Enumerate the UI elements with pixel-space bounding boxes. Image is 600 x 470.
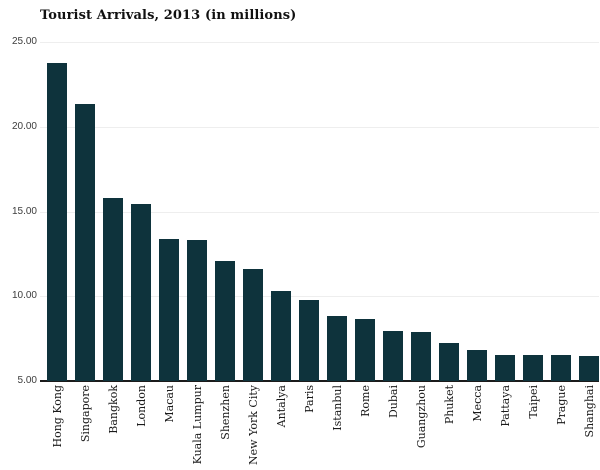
x-tick-label-istanbul: Istanbul [330,385,344,431]
plot-area [40,42,599,382]
x-tick-label-mecca: Mecca [470,385,484,422]
x-axis: Hong Kong Singapore Bangkok London Macau Kual… [40,385,599,470]
x-tick-label-shenzhen: Shenzhen [218,385,232,440]
bar-bangkok [103,197,123,381]
bar-new-york-city [243,268,263,381]
bar-guangzhou [411,332,431,381]
x-tick-label-antalya: Antalya [274,385,288,428]
x-tick-label-phuket: Phuket [442,385,456,425]
gridline-25 [40,42,599,43]
gridline-20 [40,126,599,128]
bar-pattaya [495,354,515,381]
bar-macau [159,239,179,381]
x-tick-label-prague: Prague [554,385,568,425]
bar-taipei [523,354,543,381]
bar-mecca [467,349,487,381]
chart-title: Tourist Arrivals, 2013 (in millions) [40,8,297,23]
bar-antalya [271,291,291,381]
gridline-10 [40,296,599,298]
bar-london [131,203,151,381]
bar-phuket [439,343,459,381]
x-tick-label-dubai: Dubai [386,385,400,419]
x-tick-label-new-york-city: New York City [246,385,260,465]
x-tick-label-taipei: Taipei [526,385,540,419]
gridline-15 [40,211,599,213]
bar-rome [355,318,375,381]
x-tick-label-macau: Macau [162,385,176,423]
bar-kuala-lumpur [187,239,207,381]
y-tick-label-15: 15.00 [11,205,37,217]
y-tick-label-20: 20.00 [11,120,37,132]
bar-singapore [75,103,95,381]
y-tick-label-5: 5.00 [17,375,37,386]
x-tick-label-bangkok: Bangkok [106,385,120,434]
y-axis: 25.00 20.00 15.00 10.00 5.00 [0,36,37,386]
y-tick-label-10: 10.00 [11,290,37,302]
x-tick-label-kuala-lumpur: Kuala Lumpur [190,385,204,465]
bar-paris [299,299,319,381]
x-tick-label-singapore: Singapore [78,385,92,443]
x-tick-label-london: London [134,385,148,427]
bar-shenzhen [215,261,235,381]
x-tick-label-pattaya: Pattaya [498,385,512,427]
x-tick-label-guangzhou: Guangzhou [414,385,428,449]
bar-shanghai [579,355,599,381]
x-tick-label-rome: Rome [358,385,372,417]
bar-prague [551,355,571,381]
bar-dubai [383,330,403,381]
x-tick-label-shanghai: Shanghai [582,385,596,438]
x-tick-label-hong-kong: Hong Kong [50,385,64,448]
bar-istanbul [327,316,347,381]
x-axis-line [40,380,599,382]
y-tick-label-25: 25.00 [11,36,37,47]
bar-hong-kong [47,62,67,381]
x-tick-label-paris: Paris [302,385,316,413]
